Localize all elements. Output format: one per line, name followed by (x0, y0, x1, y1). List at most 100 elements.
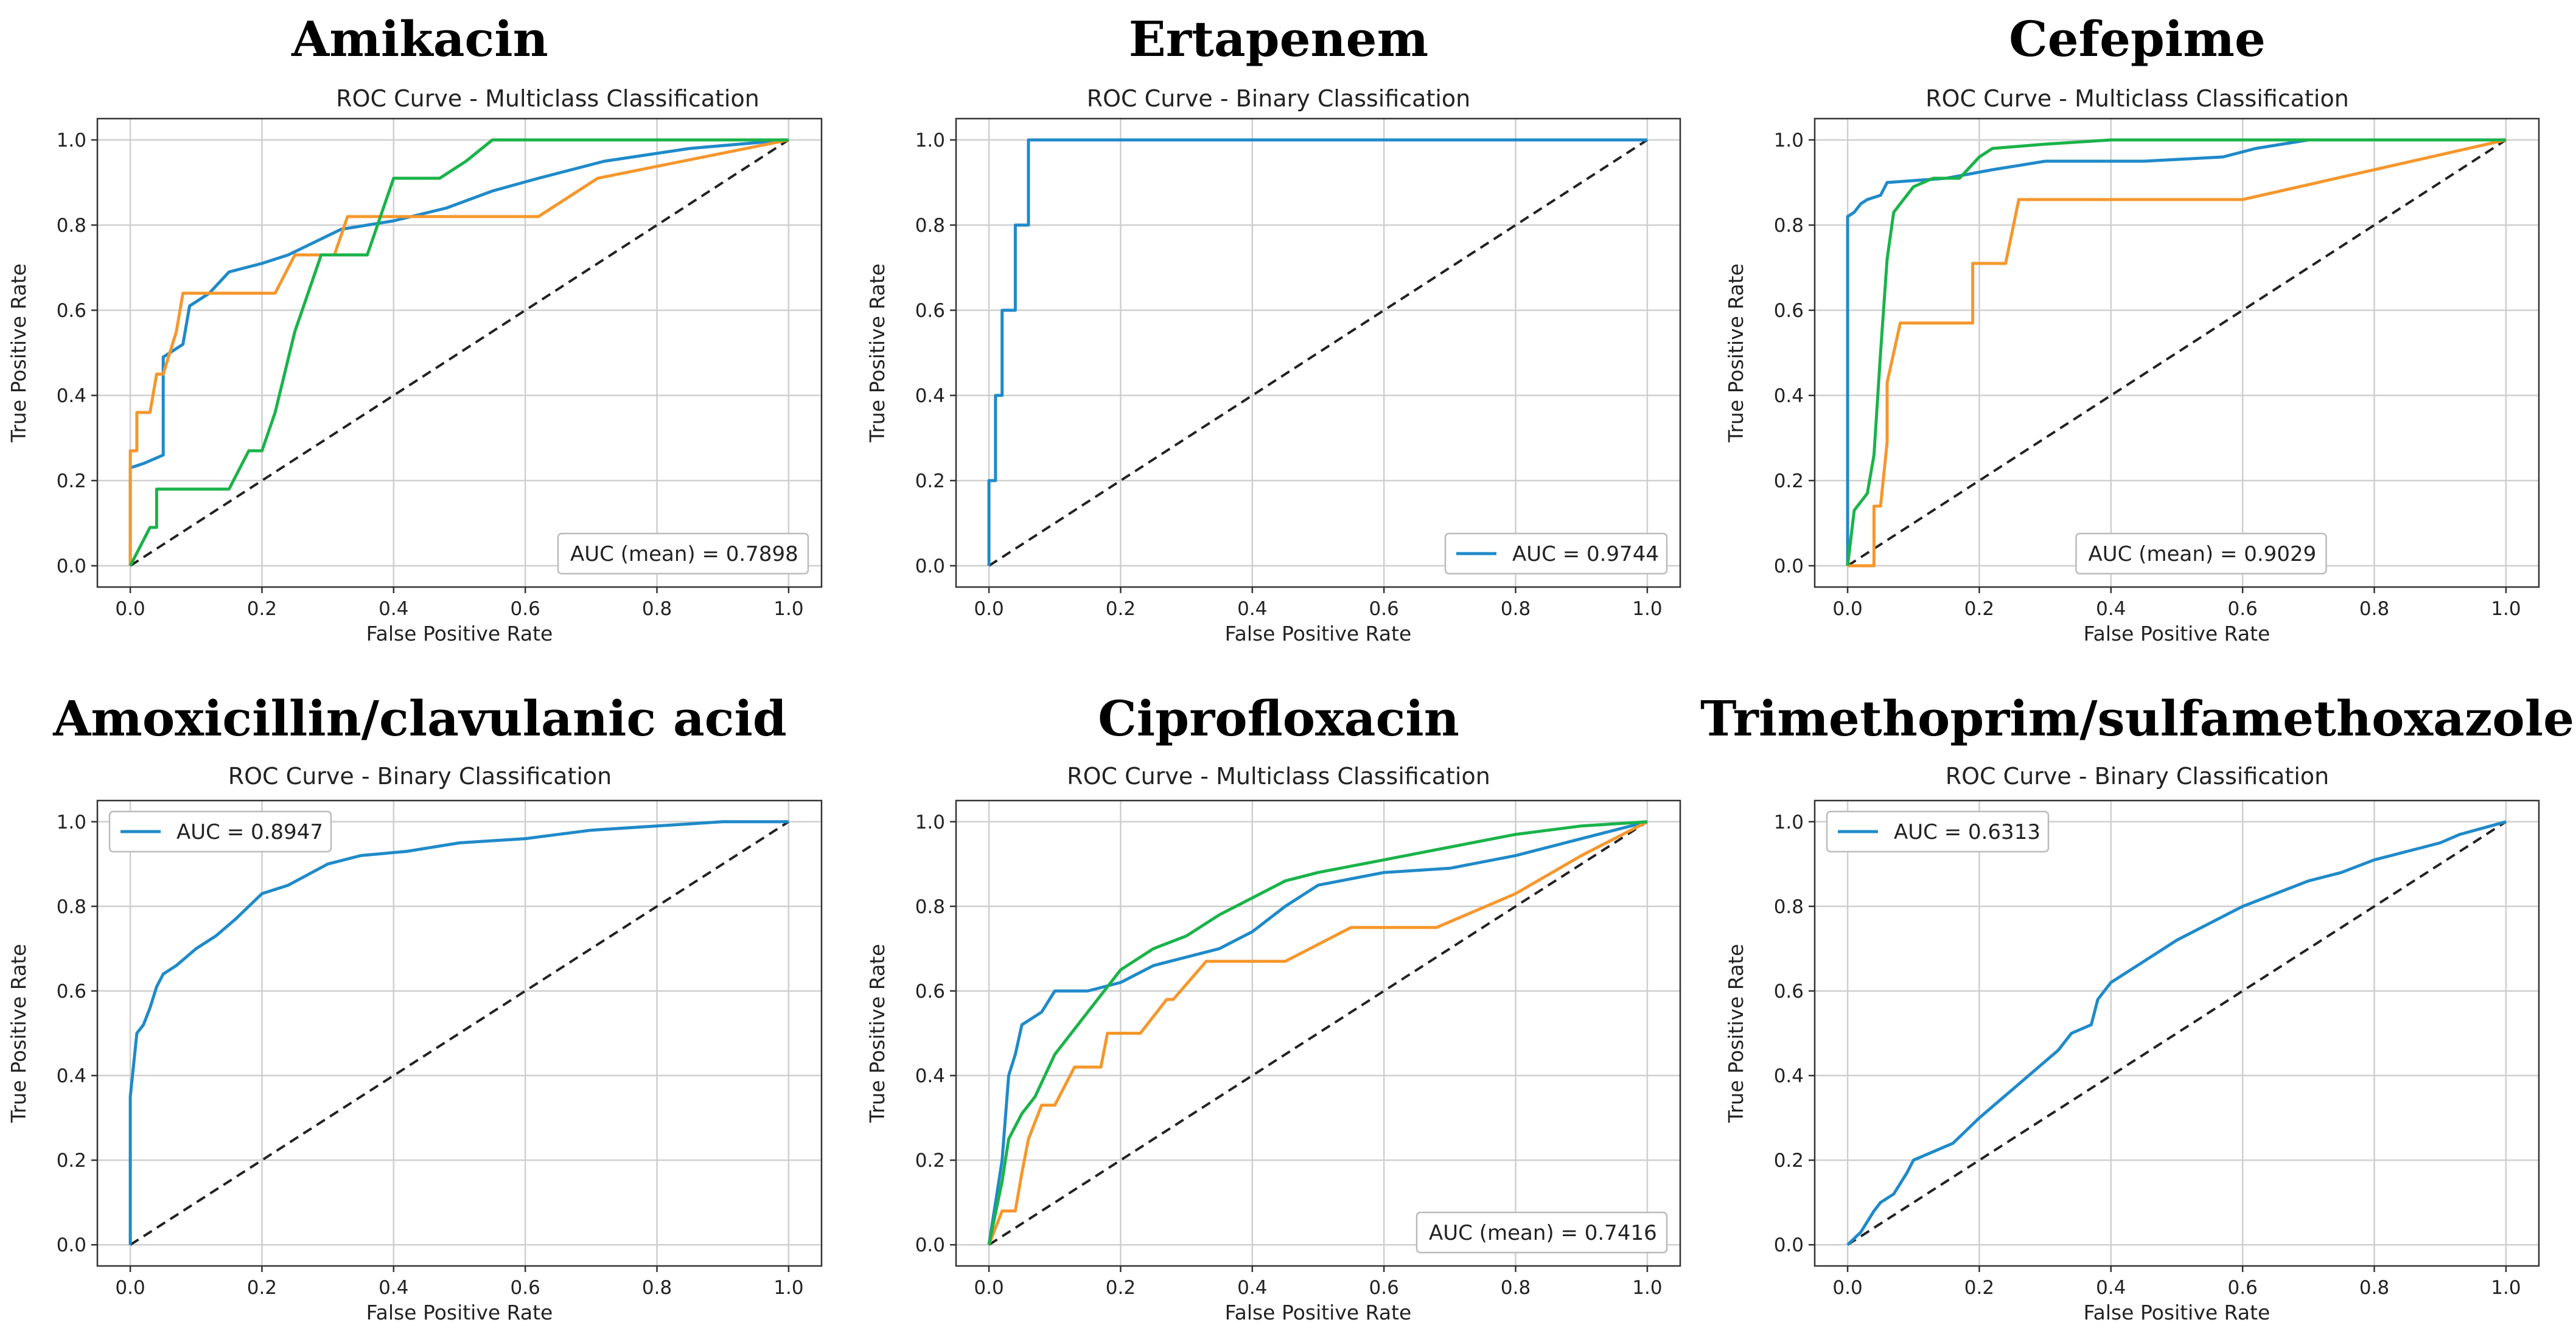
roc-series-orange (987, 820, 1649, 1246)
roc-chart-amoxicillin-clavulanic-acid: Amoxicillin/clavulanic acid ROC Curve - B… (0, 664, 859, 1327)
roc-series-green (1846, 138, 2506, 566)
chance-diagonal-line (130, 821, 789, 1246)
y-tick-label: 0.4 (57, 1065, 86, 1087)
roc-series-green (987, 820, 1648, 1245)
chart-svg: Trimethoprim/sulfamethoxazole ROC Curve -… (1700, 690, 2574, 1324)
legend: AUC (mean) = 0.7416 (1415, 1211, 1668, 1254)
plot-frame (1813, 799, 2540, 1267)
plot-frame (955, 117, 1681, 588)
x-tick-label: 0.2 (1106, 598, 1136, 620)
grid (956, 119, 1680, 587)
y-tick-label: 1.0 (915, 130, 945, 151)
roc-chart-cefepime: Cefepime ROC Curve - Multiclass Classific… (1717, 0, 2576, 664)
chance-diagonal-line (988, 821, 1648, 1246)
x-tick-label: 0.0 (974, 598, 1004, 620)
y-tick-label: 0.2 (1774, 1150, 1804, 1172)
y-tick-label: 0.2 (57, 1150, 86, 1172)
x-tick-label: 0.2 (1106, 1277, 1136, 1299)
roc-series-orange (1848, 138, 2507, 568)
roc-chart-ciprofloxacin: Ciprofloxacin ROC Curve - Multiclass Clas… (859, 664, 1717, 1327)
chance-diagonal-line (130, 139, 789, 567)
chart-svg: Ciprofloxacin ROC Curve - Multiclass Clas… (865, 690, 1681, 1324)
legend: AUC = 0.6313 (1826, 810, 2050, 853)
legend: AUC = 0.8947 (108, 810, 332, 853)
legend-label: AUC (mean) = 0.7898 (570, 542, 798, 566)
x-tick-label: 0.0 (115, 598, 145, 620)
y-tick-label: 0.0 (915, 555, 945, 577)
y-tick-label: 1.0 (57, 130, 86, 151)
x-axis-label: False Positive Rate (1225, 1301, 1412, 1324)
x-tick-label: 1.0 (1632, 1277, 1662, 1299)
x-tick-label: 0.4 (379, 1277, 408, 1299)
legend-box (557, 532, 809, 575)
x-tick-label: 0.8 (642, 598, 672, 620)
plot-frame (96, 799, 823, 1267)
chart-heading: Amikacin (291, 10, 548, 68)
y-tick-label: 1.0 (915, 812, 945, 833)
x-tick-label: 0.8 (1501, 598, 1531, 620)
chart-heading: Ertapenem (1129, 10, 1428, 68)
legend: AUC (mean) = 0.7898 (557, 532, 809, 575)
y-axis-label: True Positive Rate (865, 944, 889, 1124)
chart-svg: Amoxicillin/clavulanic acid ROC Curve - B… (7, 690, 823, 1324)
x-axis-label: False Positive Rate (366, 622, 553, 645)
legend-label: AUC = 0.8947 (176, 820, 323, 844)
x-tick-label: 1.0 (2491, 598, 2521, 620)
x-axis-label: False Positive Rate (2084, 622, 2271, 645)
chart-title: ROC Curve - Multiclass Classification (336, 85, 759, 112)
x-tick-label: 0.2 (1964, 1277, 1994, 1299)
y-tick-label: 0.4 (915, 1065, 945, 1087)
x-tick-label: 0.8 (2359, 598, 2389, 620)
chart-title: ROC Curve - Binary Classification (228, 763, 612, 790)
legend-label: AUC = 0.6313 (1894, 820, 2040, 844)
grid (97, 801, 822, 1266)
chart-heading: Cefepime (2009, 10, 2266, 68)
legend-box (1826, 810, 2050, 853)
roc-chart-ertapenem: Ertapenem ROC Curve - Binary Classificati… (859, 0, 1717, 664)
roc-series-green (128, 138, 789, 567)
y-tick-label: 0.6 (1774, 981, 1804, 1003)
x-tick-label: 0.6 (2228, 598, 2258, 620)
x-tick-label: 0.4 (2096, 598, 2126, 620)
legend: AUC = 0.9744 (1444, 532, 1668, 575)
y-tick-label: 0.2 (1774, 470, 1804, 492)
x-tick-label: 0.6 (511, 598, 540, 620)
y-axis-label: True Positive Rate (865, 263, 889, 443)
chance-diagonal-line (1847, 821, 2507, 1246)
chart-title: ROC Curve - Binary Classification (1087, 85, 1471, 112)
x-tick-label: 0.2 (1964, 598, 1994, 620)
x-tick-label: 0.8 (1501, 1277, 1531, 1299)
y-tick-label: 0.6 (1774, 300, 1804, 322)
grid (1815, 801, 2539, 1266)
x-tick-label: 0.4 (2096, 1277, 2126, 1299)
y-tick-label: 1.0 (1774, 130, 1804, 151)
legend: AUC (mean) = 0.9029 (2075, 532, 2327, 575)
y-tick-label: 0.4 (915, 385, 945, 407)
chart-heading: Ciprofloxacin (1098, 690, 1459, 747)
chart-heading: Amoxicillin/clavulanic acid (52, 690, 787, 747)
x-tick-label: 0.0 (1832, 598, 1862, 620)
legend-label: AUC = 0.9744 (1512, 542, 1659, 566)
legend-box (2075, 532, 2327, 575)
y-tick-label: 0.0 (57, 1234, 86, 1256)
y-tick-label: 0.8 (915, 215, 945, 237)
plot-frame (1813, 117, 2540, 588)
x-tick-label: 0.8 (642, 1277, 672, 1299)
x-tick-label: 0.0 (1832, 1277, 1862, 1299)
x-tick-label: 0.4 (1237, 598, 1267, 620)
chart-svg: Ertapenem ROC Curve - Binary Classificati… (865, 10, 1681, 645)
y-tick-label: 0.8 (57, 896, 86, 918)
roc-chart-amikacin: Amikacin ROC Curve - Multiclass Classific… (0, 0, 859, 664)
roc-chart-trimethoprim-sulfamethoxazole: Trimethoprim/sulfamethoxazole ROC Curve -… (1700, 664, 2576, 1327)
x-tick-label: 1.0 (773, 598, 803, 620)
y-tick-label: 0.0 (1774, 555, 1804, 577)
chance-diagonal-line (1847, 139, 2507, 567)
y-axis-label: True Positive Rate (1724, 263, 1748, 443)
legend-label: AUC (mean) = 0.9029 (2089, 542, 2317, 566)
chart-heading: Trimethoprim/sulfamethoxazole (1700, 690, 2574, 747)
chart-title: ROC Curve - Multiclass Classification (1067, 763, 1490, 790)
y-tick-label: 0.8 (1774, 215, 1804, 237)
plot-frame (96, 117, 823, 588)
x-tick-label: 1.0 (773, 1277, 803, 1299)
y-tick-label: 0.2 (57, 470, 86, 492)
